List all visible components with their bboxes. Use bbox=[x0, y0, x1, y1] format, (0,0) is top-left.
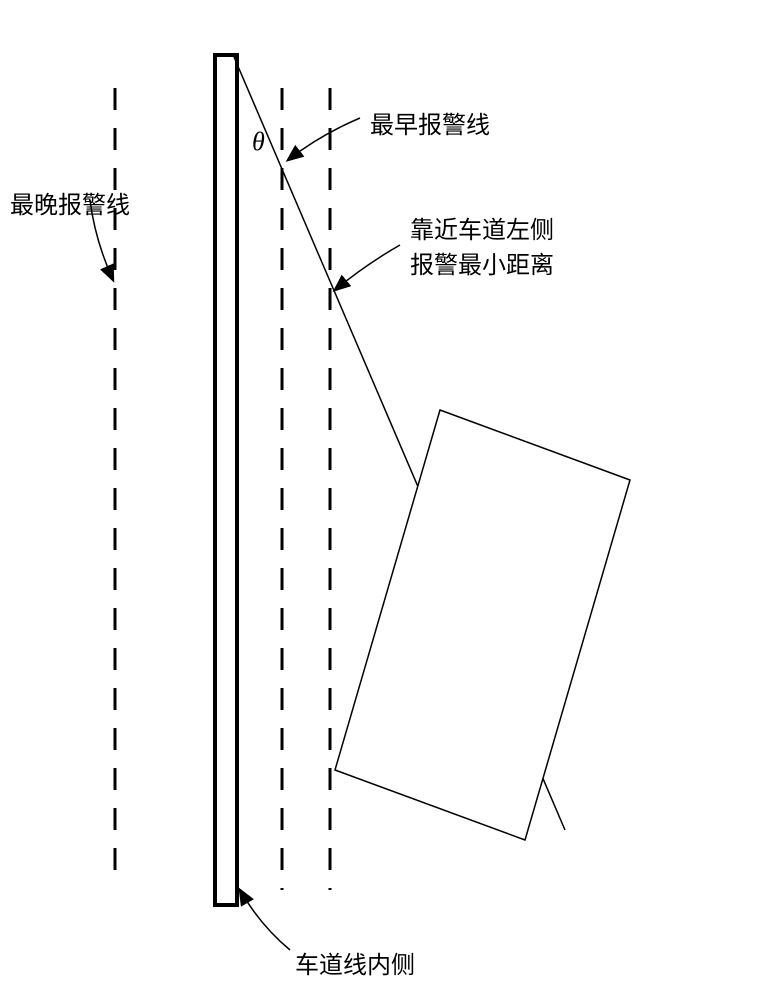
theta-symbol: θ bbox=[252, 127, 265, 156]
arrow-lane-inner bbox=[240, 890, 290, 950]
label-min-distance-left: 靠近车道左侧报警最小距离 bbox=[410, 210, 554, 280]
lane-line-rect bbox=[215, 55, 237, 905]
lane-departure-diagram: θ bbox=[0, 0, 759, 1000]
vehicle-rect bbox=[335, 410, 630, 840]
label-earliest-alarm-line: 最早报警线 bbox=[370, 105, 490, 140]
arrow-min-dist bbox=[335, 245, 400, 290]
label-latest-alarm-line: 最晚报警线 bbox=[10, 185, 130, 220]
arrow-earliest bbox=[288, 118, 360, 160]
label-lane-inner-side: 车道线内侧 bbox=[295, 945, 415, 980]
